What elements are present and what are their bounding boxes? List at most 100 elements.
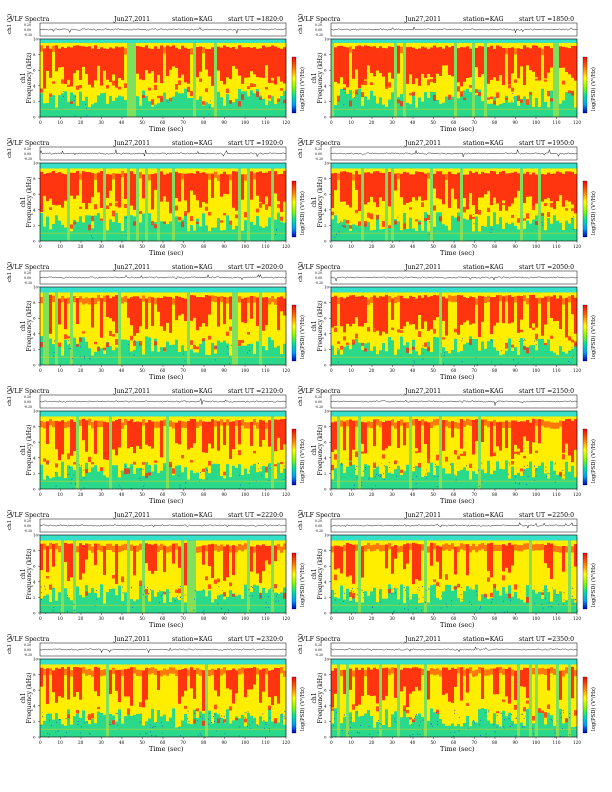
spectral-cell: [106, 540, 110, 593]
spectral-cell: [97, 294, 101, 302]
noise-dot: [65, 718, 67, 720]
noise-dot: [383, 473, 384, 475]
x-tick-label: 90: [513, 244, 519, 249]
spectral-cell: [100, 171, 104, 208]
spectral-cell: [337, 540, 341, 599]
noise-dot: [239, 484, 241, 486]
y-tick-label: 4: [324, 207, 327, 212]
spectral-cell: [103, 347, 107, 351]
spectral-cell: [553, 42, 557, 117]
spectral-cell: [568, 171, 572, 202]
noise-dot: [383, 479, 385, 480]
x-tick-label: 50: [140, 368, 146, 373]
spectral-cell: [412, 174, 416, 198]
y-tick-label: 0: [324, 735, 327, 740]
noise-dot: [535, 470, 537, 472]
noise-dot: [416, 714, 417, 715]
colorbar-label: log(PSD) (V²/Hz): [590, 67, 597, 111]
spectral-cell: [415, 171, 419, 201]
noise-dot: [507, 611, 509, 612]
spectral-cell: [250, 47, 254, 72]
spectral-cell: [559, 420, 563, 427]
spectral-cell: [79, 84, 83, 89]
noise-dot: [148, 593, 150, 595]
noise-dot: [216, 730, 218, 732]
spectral-cell: [475, 292, 479, 339]
x-tick-label: 80: [201, 616, 207, 621]
spectral-cell: [181, 297, 185, 314]
spectral-cell: [151, 664, 155, 709]
spectral-cell: [76, 667, 80, 692]
spectral-cell: [388, 664, 392, 728]
noise-dot: [87, 716, 89, 718]
spectral-cell: [73, 292, 77, 338]
spectral-cell: [361, 92, 365, 98]
spectral-cell: [154, 173, 158, 190]
spectral-cell: [427, 79, 431, 86]
y-tick-label: 6: [324, 316, 327, 321]
noise-dot: [220, 607, 222, 609]
spectral-cell: [400, 173, 404, 198]
noise-dot: [116, 713, 118, 715]
spectral-cell: [280, 216, 284, 221]
spectral-cell: [385, 294, 389, 334]
spectral-cell: [139, 168, 143, 223]
spectral-cell: [340, 420, 344, 427]
noise-dot: [46, 462, 48, 464]
spectral-cell: [163, 42, 167, 93]
spectral-cell: [55, 543, 59, 550]
noise-dot: [453, 735, 455, 737]
spectral-cell: [337, 45, 341, 84]
spectral-cell: [529, 48, 533, 71]
spectral-cell: [514, 584, 518, 590]
spectral-cell: [445, 298, 449, 336]
noise-dot: [194, 718, 196, 720]
noise-dot: [217, 603, 219, 605]
noise-dot: [353, 488, 355, 490]
noise-dot: [552, 587, 554, 589]
spectral-cell: [283, 592, 287, 599]
spectral-cell: [433, 168, 437, 227]
spectrogram-panel: VLF Spectra Jun27,2011 station=KAG start UT…: [6, 14, 306, 133]
y-tick-label: 10: [324, 409, 330, 414]
spectral-cell: [385, 540, 389, 599]
spectral-cell: [52, 170, 56, 205]
spectral-cell: [238, 340, 242, 346]
spectral-cell: [484, 168, 488, 227]
spectral-cell: [130, 544, 134, 551]
noise-dot: [420, 721, 422, 723]
spectral-cell: [382, 454, 386, 459]
panel-station: station=KAG: [463, 636, 504, 643]
noise-dot: [473, 223, 475, 225]
spectral-cell: [112, 80, 116, 86]
spectral-cell: [70, 419, 74, 456]
noise-dot: [501, 350, 503, 352]
panel-date: Jun27,2011: [113, 636, 150, 643]
spectral-cell: [223, 664, 227, 724]
noise-dot: [340, 220, 342, 222]
noise-dot: [68, 340, 70, 342]
spectral-cell: [160, 420, 164, 458]
noise-dot: [148, 593, 149, 595]
spectral-cell: [547, 416, 551, 479]
noise-dot: [388, 467, 390, 469]
spectral-cell: [232, 668, 236, 704]
spectral-cell: [385, 83, 389, 89]
spectral-cell: [91, 215, 95, 222]
noise-dot: [227, 353, 229, 355]
spectrogram-plot: [40, 535, 287, 614]
spectral-cell: [82, 298, 86, 305]
noise-dot: [265, 602, 267, 604]
spectral-cell: [232, 47, 236, 67]
spectral-cell: [82, 667, 86, 674]
noise-dot: [250, 585, 252, 587]
spectral-cell: [235, 546, 239, 553]
spectral-cell: [112, 210, 116, 217]
y-tick-label: 6: [324, 192, 327, 197]
noise-dot: [74, 115, 76, 117]
spectral-cell: [514, 540, 518, 592]
spectral-cell: [445, 420, 449, 427]
spectral-cell: [550, 667, 554, 674]
noise-dot: [573, 355, 575, 357]
noise-dot: [134, 340, 136, 342]
